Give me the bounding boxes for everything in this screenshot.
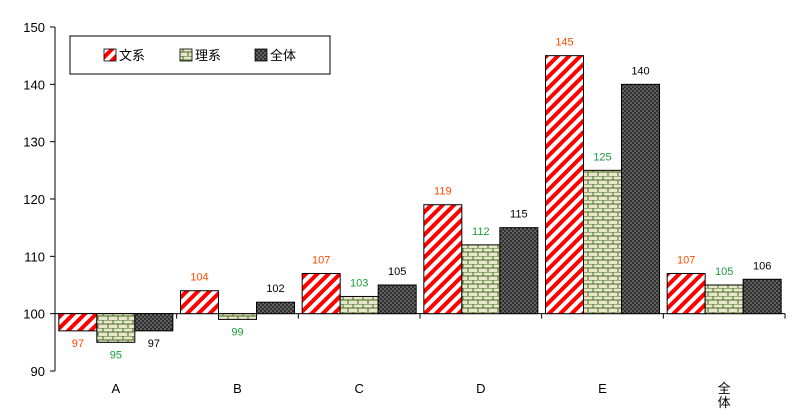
x-axis: A B C D E 全体 — [54, 313, 786, 410]
legend-swatch-series-1 — [103, 48, 117, 62]
data-label-series-1: 97 — [72, 338, 84, 350]
y-tick-label: 90 — [31, 364, 45, 379]
bar-series-2 — [704, 284, 744, 315]
data-label-series-3: 115 — [510, 209, 528, 221]
bar-series-1 — [423, 204, 463, 315]
data-label-series-3: 106 — [753, 260, 771, 272]
data-label-series-1: 104 — [190, 272, 208, 284]
bar-series-3 — [499, 227, 539, 315]
x-tick-label: 全体 — [718, 381, 731, 410]
bar-series-1 — [545, 55, 584, 315]
bar-series-2 — [583, 169, 622, 315]
data-label-series-2: 112 — [472, 226, 490, 238]
bar-series-1 — [666, 273, 706, 315]
data-label-series-3: 140 — [631, 65, 649, 77]
data-label-series-2: 105 — [715, 266, 733, 278]
data-label-series-2: 99 — [231, 326, 243, 338]
bar-series-2 — [339, 295, 379, 315]
x-tick-label: E — [598, 381, 607, 396]
bar-series-1 — [58, 313, 98, 332]
data-label-series-1: 145 — [555, 37, 573, 49]
x-tick-label: C — [354, 381, 363, 396]
legend-label-series-2: 理系 — [195, 49, 221, 64]
bar-series-3 — [377, 284, 417, 315]
bar-series-1 — [180, 290, 219, 315]
data-label-series-3: 97 — [148, 338, 160, 350]
x-tick-label: D — [476, 381, 485, 396]
y-tick-label: 110 — [24, 249, 45, 264]
data-label-series-2: 103 — [350, 277, 368, 289]
y-tick-label: 120 — [23, 192, 45, 207]
bar-series-3 — [621, 83, 660, 315]
data-label-series-1: 107 — [312, 255, 330, 267]
data-label-series-2: 125 — [593, 151, 611, 163]
data-label-series-2: 95 — [110, 349, 122, 361]
x-tick-label: A — [111, 381, 120, 396]
legend-label-series-1: 文系 — [119, 49, 145, 64]
x-tick-label: B — [233, 381, 242, 396]
legend-swatch-series-2 — [179, 48, 193, 62]
bar-series-2 — [96, 313, 136, 343]
data-label-series-3: 105 — [388, 266, 406, 278]
data-labels-group: 97 95 97 104 99 102 107 103 105 119 112 115 145 125 14… — [72, 37, 772, 362]
legend-label-series-3: 全体 — [270, 48, 296, 64]
bar-series-3 — [742, 278, 782, 315]
data-label-series-1: 107 — [677, 255, 695, 267]
y-tick-label: 100 — [23, 307, 45, 322]
bar-series-3 — [256, 301, 295, 315]
y-tick-label: 140 — [23, 77, 45, 92]
legend: 文系 理系 全体 — [69, 35, 331, 75]
bar-series-1 — [301, 273, 341, 315]
data-label-series-3: 102 — [266, 283, 284, 295]
y-tick-label: 150 — [23, 20, 45, 35]
legend-swatch-series-3 — [254, 48, 268, 62]
bar-series-3 — [134, 313, 174, 332]
bars-group — [58, 55, 782, 343]
data-label-series-1: 119 — [434, 186, 452, 198]
y-tick-label: 130 — [23, 135, 45, 150]
bar-series-2 — [218, 313, 257, 320]
bar-series-2 — [461, 244, 501, 315]
y-axis: 90 100 110 120 130 140 150 — [23, 20, 56, 379]
